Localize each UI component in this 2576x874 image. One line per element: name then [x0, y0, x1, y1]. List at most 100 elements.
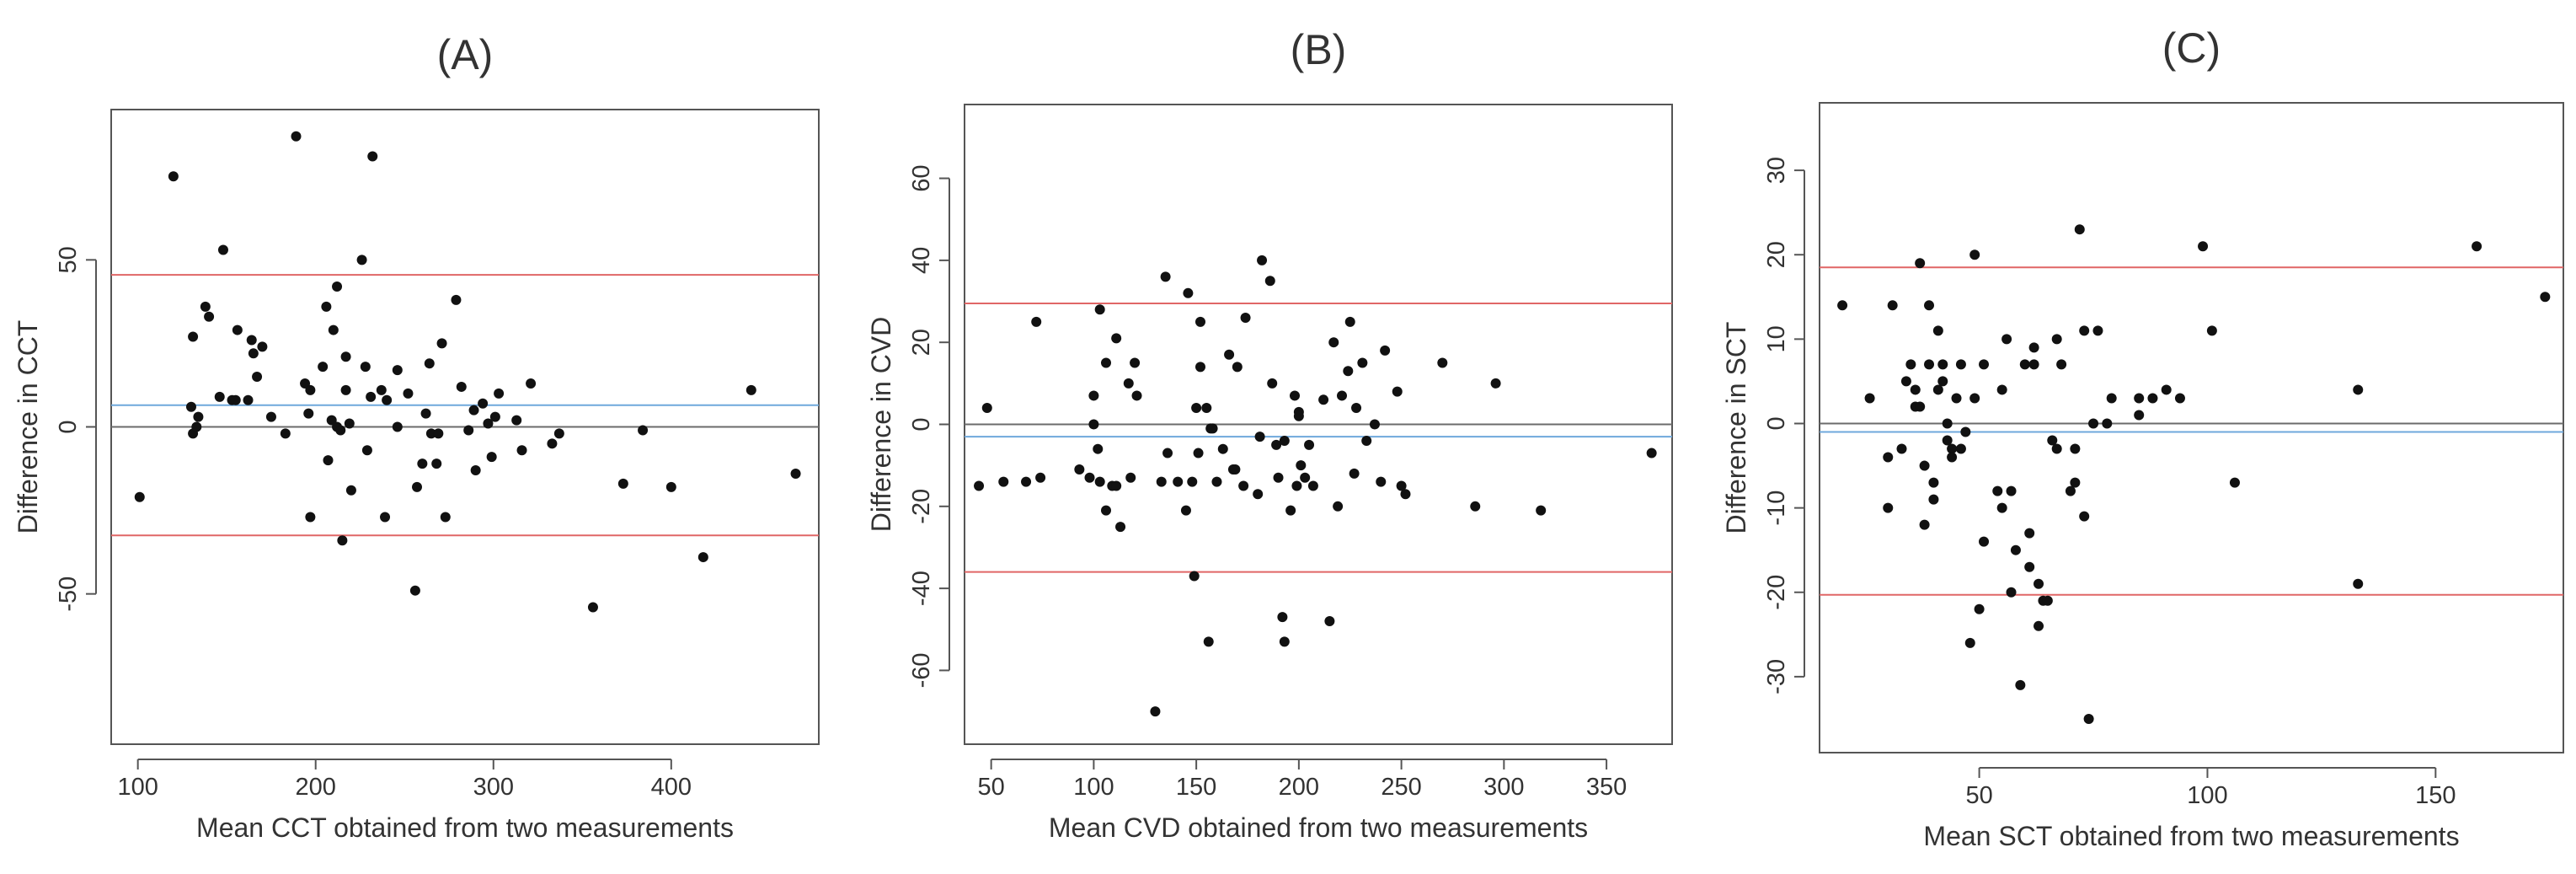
- data-point: [1162, 448, 1173, 458]
- data-point: [1291, 480, 1302, 491]
- y-tick-label: -40: [908, 571, 935, 606]
- data-point: [1160, 271, 1171, 282]
- data-point: [998, 476, 1009, 487]
- data-point: [1470, 501, 1481, 512]
- data-point: [1238, 480, 1249, 491]
- data-point: [1211, 476, 1222, 487]
- x-tick-label: 100: [1073, 774, 1114, 801]
- data-point: [1264, 276, 1275, 287]
- data-point: [433, 428, 444, 439]
- y-tick-label: -30: [1763, 659, 1790, 694]
- data-point: [2010, 544, 2021, 555]
- data-point: [463, 425, 474, 436]
- x-axis-label: Mean SCT obtained from two measurements: [1923, 821, 2459, 851]
- data-point: [1115, 522, 1126, 533]
- data-point: [280, 428, 291, 439]
- data-point: [1273, 472, 1284, 483]
- data-point: [2229, 477, 2240, 488]
- data-point: [1915, 401, 1926, 412]
- data-point: [1279, 435, 1290, 446]
- data-point: [1074, 464, 1085, 475]
- y-tick-label: 30: [1763, 157, 1790, 184]
- data-point: [2074, 224, 2085, 235]
- data-point: [974, 480, 985, 491]
- data-point: [431, 458, 442, 469]
- data-point: [1919, 460, 1930, 471]
- data-point: [1290, 390, 1300, 401]
- data-point: [1392, 386, 1403, 397]
- chart-title: (C): [2162, 24, 2221, 72]
- data-point: [332, 282, 343, 292]
- data-point: [1156, 476, 1167, 487]
- x-tick-label: 300: [1483, 774, 1524, 801]
- data-point: [232, 324, 243, 335]
- data-point: [981, 403, 992, 414]
- data-point: [1203, 636, 1214, 647]
- data-point: [403, 388, 414, 399]
- data-point: [1932, 384, 1943, 395]
- data-point: [1942, 435, 1953, 446]
- data-point: [2198, 241, 2209, 252]
- data-point: [2056, 359, 2067, 370]
- data-point: [2028, 359, 2039, 370]
- data-point: [1883, 452, 1894, 463]
- data-point: [424, 358, 435, 369]
- data-point: [1271, 439, 1282, 450]
- data-point: [1837, 300, 1848, 311]
- data-point: [367, 151, 378, 162]
- data-point: [2472, 241, 2482, 252]
- data-point: [1191, 403, 1202, 414]
- data-point: [1183, 287, 1194, 298]
- data-point: [1279, 636, 1290, 647]
- data-point: [2019, 359, 2030, 370]
- data-point: [1254, 432, 1265, 442]
- data-point: [1979, 359, 1990, 370]
- data-point: [248, 348, 259, 359]
- data-point: [193, 411, 204, 422]
- data-point: [1277, 612, 1288, 623]
- data-point: [2042, 595, 2053, 606]
- x-tick-label: 50: [1965, 782, 1992, 809]
- data-point: [1969, 393, 1980, 404]
- data-point: [526, 378, 537, 389]
- data-point: [2083, 713, 2094, 724]
- data-point: [2034, 578, 2044, 589]
- data-point: [516, 445, 527, 456]
- data-point: [344, 418, 355, 429]
- data-point: [2540, 292, 2551, 303]
- data-point: [1207, 423, 1218, 434]
- data-point: [1304, 439, 1315, 450]
- data-point: [356, 255, 367, 265]
- data-point: [337, 535, 348, 546]
- data-point: [1361, 435, 1372, 446]
- data-point: [1101, 505, 1111, 516]
- data-point: [1910, 384, 1921, 395]
- data-point: [392, 421, 403, 432]
- data-point: [2102, 418, 2113, 429]
- data-point: [1195, 316, 1205, 327]
- data-point: [1296, 460, 1307, 471]
- data-point: [188, 331, 199, 342]
- data-point: [1111, 480, 1122, 491]
- data-point: [1942, 418, 1953, 429]
- data-point: [1240, 313, 1251, 323]
- y-tick-label: 60: [908, 164, 935, 191]
- data-point: [1900, 376, 1911, 387]
- data-point: [360, 362, 371, 373]
- x-tick-label: 300: [473, 774, 514, 801]
- data-point: [257, 341, 268, 352]
- data-point: [2051, 334, 2062, 345]
- data-point: [1173, 476, 1184, 487]
- data-point: [409, 585, 420, 596]
- data-point: [746, 384, 756, 395]
- x-tick-label: 350: [1586, 774, 1627, 801]
- data-point: [217, 244, 228, 255]
- y-tick-label: -20: [1763, 575, 1790, 610]
- data-point: [420, 408, 431, 419]
- data-point: [1955, 359, 1966, 370]
- data-point: [303, 408, 314, 419]
- data-point: [200, 301, 211, 312]
- y-axis-label: Difference in CVD: [866, 317, 896, 533]
- data-point: [1928, 477, 1939, 488]
- data-point: [1349, 468, 1360, 479]
